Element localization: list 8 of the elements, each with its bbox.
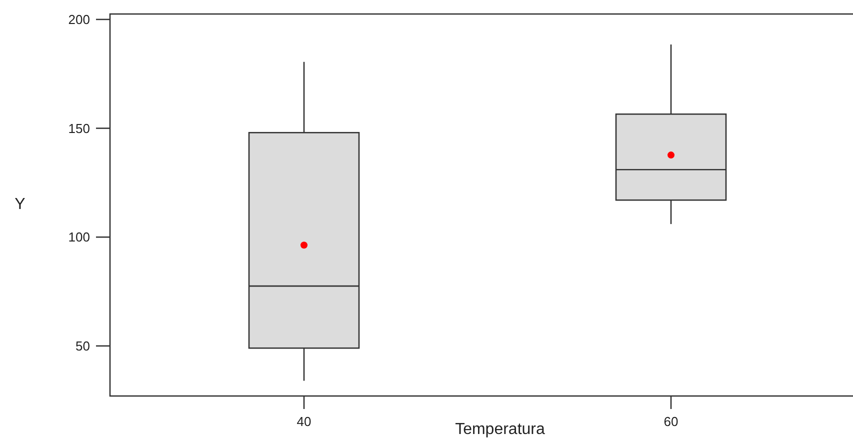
x-tick-label: 40 [296, 414, 312, 429]
y-tick-label: 100 [68, 230, 90, 245]
x-tick-label: 60 [664, 414, 678, 429]
y-tick-label: 200 [68, 12, 90, 27]
y-tick-label: 150 [68, 120, 90, 136]
y-axis-title: Y [14, 196, 26, 213]
x-axis-title: Temperatura [455, 421, 546, 438]
y-tick-label: 50 [76, 338, 90, 354]
